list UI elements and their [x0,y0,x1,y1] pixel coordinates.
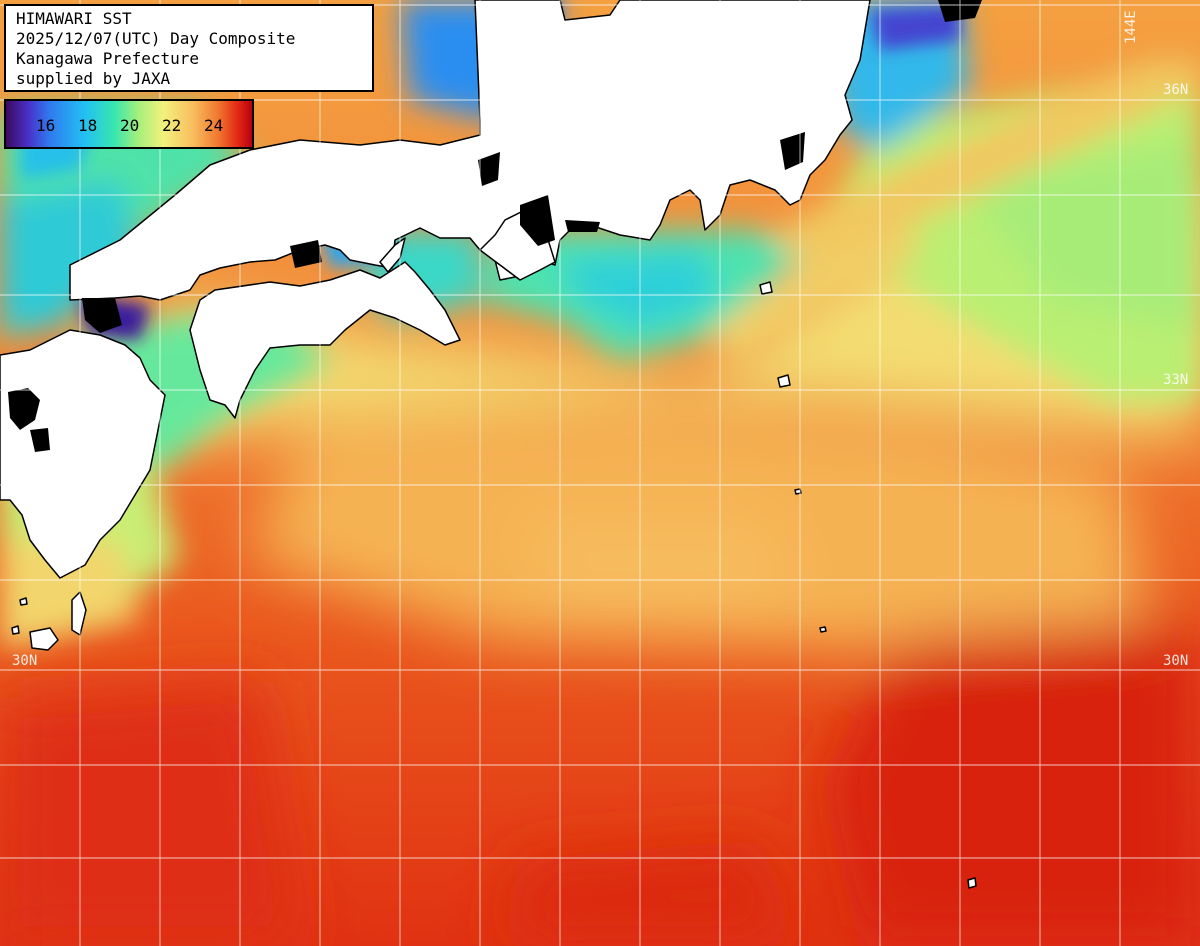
title-line-2: 2025/12/07(UTC) Day Composite [16,29,296,48]
lat-label-33n: 33N [1163,372,1189,388]
tanegashima [71,591,87,636]
legend-tick-24: 24 [204,116,224,135]
lat-label-36n: 36N [1163,82,1189,98]
shikoku [189,261,461,419]
land [0,0,977,889]
yakushima [29,627,59,651]
title-line-1: HIMAWARI SST [16,9,132,28]
izu-oshima [759,281,773,295]
lat-label-30n-left: 30N [12,653,38,669]
title-line-3: Kanagawa Prefecture [16,49,200,68]
awaji-island [379,237,406,273]
legend-tick-16: 16 [36,116,56,135]
title-line-4: supplied by JAXA [16,69,171,88]
lat-label-30n-right: 30N [1163,653,1189,669]
legend-tick-18: 18 [78,116,98,135]
miyake-island [777,374,791,388]
no-data [8,0,982,452]
temperature-legend: 16 18 20 22 24 [4,99,254,149]
legend-tick-20: 20 [120,116,140,135]
legend-tick-22: 22 [162,116,182,135]
kyushu [0,329,166,579]
title-box: HIMAWARI SST 2025/12/07(UTC) Day Composi… [4,4,374,92]
lon-label-136e: 136E [482,10,498,44]
lon-label-144e: 144E [1123,10,1139,44]
